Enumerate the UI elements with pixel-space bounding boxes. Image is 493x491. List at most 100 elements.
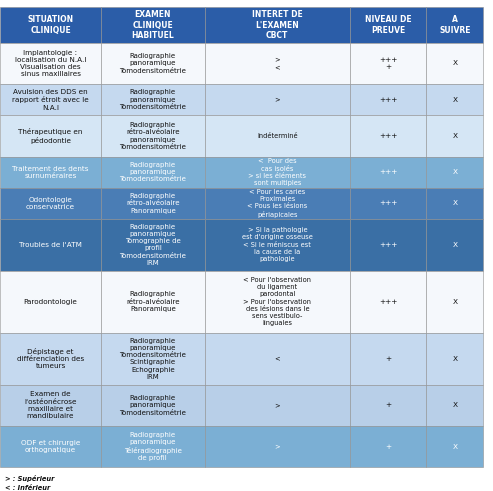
Text: +++: +++: [379, 133, 397, 139]
Text: < Pour les caries
Proximales
< Pous les lésions
périapicales: < Pour les caries Proximales < Pous les …: [247, 189, 308, 218]
Bar: [205, 84, 350, 115]
Text: Examen de
l'ostéonécrose
maxillaire et
mandibulaire: Examen de l'ostéonécrose maxillaire et m…: [24, 391, 77, 419]
Text: Radiographie
rétro-alvéolaire
Panoramique: Radiographie rétro-alvéolaire Panoramiqu…: [126, 292, 179, 312]
Text: Radiographie
panoramique
Téléradiographie
de profil: Radiographie panoramique Téléradiographi…: [124, 432, 182, 461]
Text: NIVEAU DE
PREUVE: NIVEAU DE PREUVE: [365, 15, 412, 35]
Text: > : Supérieur
< : Inférieur: > : Supérieur < : Inférieur: [5, 475, 54, 491]
Bar: [426, 43, 483, 84]
Bar: [426, 115, 483, 157]
Text: Troubles de l'ATM: Troubles de l'ATM: [19, 242, 82, 248]
Bar: [426, 426, 483, 467]
Text: Dépistage et
différenciation des
tumeurs: Dépistage et différenciation des tumeurs: [17, 348, 84, 369]
Text: Radiographie
panoramique
Tomodensitométrie
Scintigraphie
Echographie
IRM: Radiographie panoramique Tomodensitométr…: [119, 337, 186, 380]
Bar: [101, 333, 205, 384]
Text: X: X: [452, 97, 458, 103]
Bar: [205, 219, 350, 271]
Bar: [205, 333, 350, 384]
Bar: [205, 115, 350, 157]
Bar: [426, 384, 483, 426]
Bar: [205, 271, 350, 333]
Bar: [101, 271, 205, 333]
Bar: [101, 115, 205, 157]
Bar: [350, 157, 426, 188]
Text: < Pour l'observation
du ligament
parodontal
> Pour l'observation
des lésions dan: < Pour l'observation du ligament parodon…: [244, 277, 311, 327]
Bar: [426, 333, 483, 384]
Bar: [0, 115, 101, 157]
Bar: [0, 271, 101, 333]
Bar: [205, 188, 350, 219]
Text: +++: +++: [379, 200, 397, 206]
Text: EXAMEN
CLINIQUE
HABITUEL: EXAMEN CLINIQUE HABITUEL: [132, 10, 174, 40]
Text: +: +: [385, 444, 391, 450]
Text: >: >: [275, 402, 280, 409]
Text: INTERET DE
L'EXAMEN
CBCT: INTERET DE L'EXAMEN CBCT: [252, 10, 303, 40]
Bar: [0, 157, 101, 188]
Bar: [350, 219, 426, 271]
Text: +++: +++: [379, 169, 397, 175]
Bar: [0, 84, 101, 115]
Text: +: +: [385, 402, 391, 409]
Text: X: X: [452, 444, 458, 450]
Bar: [426, 219, 483, 271]
Bar: [101, 384, 205, 426]
Bar: [350, 384, 426, 426]
Bar: [205, 43, 350, 84]
Bar: [426, 84, 483, 115]
Bar: [101, 7, 205, 43]
Bar: [205, 157, 350, 188]
Bar: [0, 7, 101, 43]
Text: Traitement des dents
surnuméraires: Traitement des dents surnuméraires: [12, 165, 89, 179]
Bar: [350, 426, 426, 467]
Bar: [101, 157, 205, 188]
Bar: [101, 219, 205, 271]
Bar: [0, 188, 101, 219]
Text: X: X: [452, 133, 458, 139]
Text: X: X: [452, 402, 458, 409]
Bar: [350, 333, 426, 384]
Bar: [350, 84, 426, 115]
Text: X: X: [452, 242, 458, 248]
Bar: [0, 43, 101, 84]
Text: > Si la pathologie
est d'origine osseuse
< Si le méniscus est
la cause de la
pat: > Si la pathologie est d'origine osseuse…: [242, 227, 313, 262]
Text: >: >: [275, 97, 280, 103]
Bar: [205, 426, 350, 467]
Bar: [0, 384, 101, 426]
Bar: [350, 188, 426, 219]
Text: Radiographie
panoramique
Tomographie de
profil
Tomodensitométrie
IRM: Radiographie panoramique Tomographie de …: [119, 223, 186, 266]
Text: X: X: [452, 200, 458, 206]
Bar: [205, 384, 350, 426]
Bar: [350, 7, 426, 43]
Text: X: X: [452, 299, 458, 305]
Text: X: X: [452, 355, 458, 362]
Text: Radiographie
rétro-alvéolaire
Panoramique: Radiographie rétro-alvéolaire Panoramiqu…: [126, 193, 179, 214]
Text: <  Pour des
cas isolés
> si les éléments
sont multiples: < Pour des cas isolés > si les éléments …: [248, 158, 306, 186]
Text: Parodontologie: Parodontologie: [24, 299, 77, 305]
Bar: [426, 7, 483, 43]
Bar: [426, 157, 483, 188]
Text: A
SUIVRE: A SUIVRE: [439, 15, 470, 35]
Text: Radiographie
rétro-alvéolaire
panoramique
Tomodensitométrie: Radiographie rétro-alvéolaire panoramiqu…: [119, 122, 186, 150]
Bar: [101, 84, 205, 115]
Text: SITUATION
CLINIQUE: SITUATION CLINIQUE: [28, 15, 73, 35]
Text: X: X: [452, 60, 458, 66]
Bar: [350, 115, 426, 157]
Text: <: <: [275, 355, 280, 362]
Bar: [0, 333, 101, 384]
Bar: [101, 188, 205, 219]
Bar: [0, 219, 101, 271]
Text: Radiographie
panoramique
Tomodensitométrie: Radiographie panoramique Tomodensitométr…: [119, 53, 186, 74]
Bar: [426, 188, 483, 219]
Text: X: X: [452, 169, 458, 175]
Text: Thérapeutique en
pédodontie: Thérapeutique en pédodontie: [18, 128, 83, 144]
Text: ODF et chirurgie
orthognatique: ODF et chirurgie orthognatique: [21, 440, 80, 453]
Text: +++: +++: [379, 97, 397, 103]
Bar: [101, 426, 205, 467]
Bar: [350, 271, 426, 333]
Text: +++: +++: [379, 242, 397, 248]
Text: Radiographie
panoramique
Tomodensitométrie: Radiographie panoramique Tomodensitométr…: [119, 395, 186, 415]
Bar: [0, 426, 101, 467]
Text: +++: +++: [379, 299, 397, 305]
Text: +: +: [385, 355, 391, 362]
Text: Implantologie :
localisation du N.A.I
Visualisation des
sinus maxillaires: Implantologie : localisation du N.A.I Vi…: [15, 50, 86, 77]
Text: Radiographie
panoramique
Tomodensitométrie: Radiographie panoramique Tomodensitométr…: [119, 162, 186, 183]
